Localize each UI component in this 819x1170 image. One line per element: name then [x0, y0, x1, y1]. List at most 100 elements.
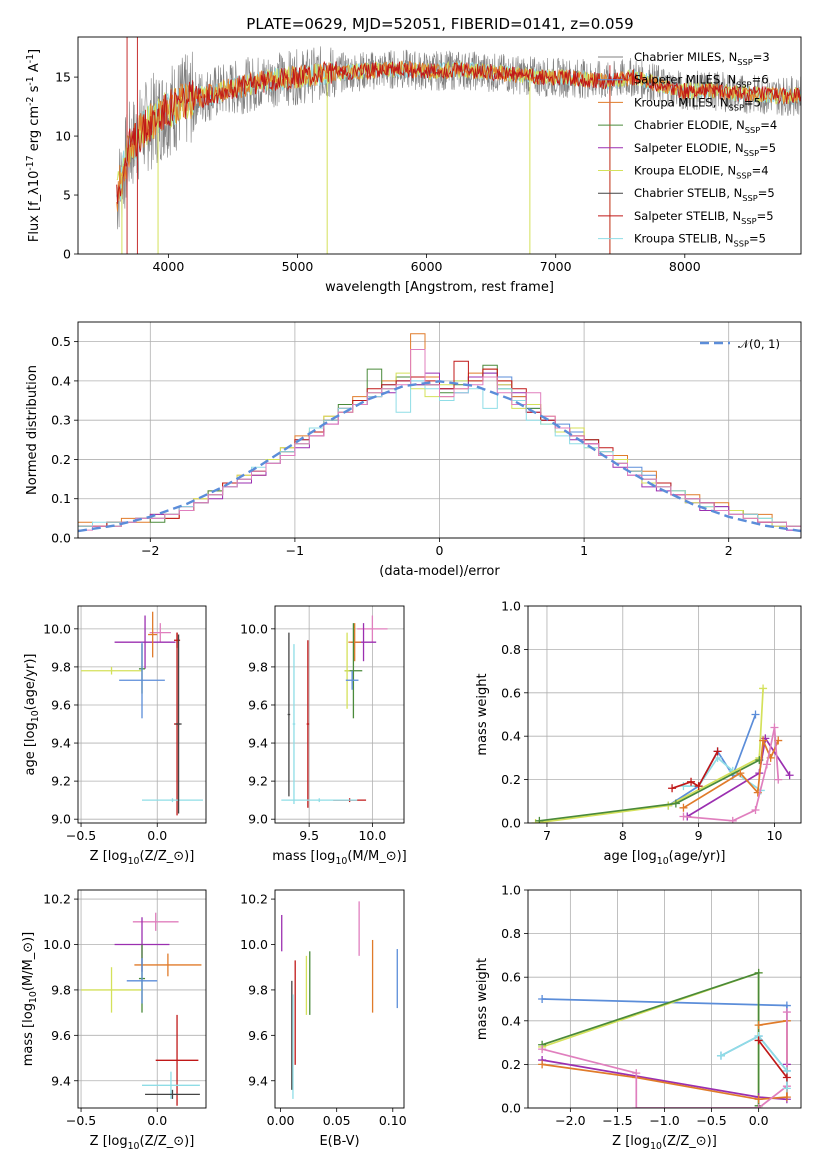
y-tick-label: 0.6	[501, 685, 521, 700]
y-tick-label: 5	[63, 188, 71, 203]
axes-frame	[527, 889, 802, 1109]
x-tick-label: 8000	[669, 259, 701, 274]
y-axis-label: mass weight	[475, 673, 490, 755]
x-tick-label: 7	[543, 828, 551, 843]
x-tick-label: −0.5	[66, 1113, 96, 1128]
y-tick-label: 0.4	[501, 729, 521, 744]
x-tick-label: −1.0	[649, 1113, 679, 1128]
x-axis-label: E(B-V)	[319, 1134, 359, 1149]
axes-residuals: −2 −1 0 1 2 0.0 0.1 0.2 0.3 0.4 0.5 (data-model)/er…	[25, 321, 802, 579]
y-tick-label: 0.8	[501, 926, 521, 941]
plot-area-massweight_vs_age	[531, 684, 794, 823]
weight-point-marker	[668, 784, 677, 793]
y-tick-label: 9.8	[248, 659, 268, 674]
y-tick-label: 15	[55, 70, 71, 85]
y-axis-label: Flux [f_λ10-17 erg cm-2 s-1 A-1]	[25, 49, 42, 242]
y-tick-label: 0.1	[51, 491, 71, 506]
y-tick-label: 0.2	[51, 452, 71, 467]
y-axis-label: Normed distribution	[25, 365, 40, 495]
weight-series-line	[535, 688, 764, 823]
axes-age_vs_mass: 9.5 10.0 9.0 9.2 9.4 9.6 9.8 10.0 mass [log10(M/…	[240, 605, 407, 867]
axes-mass_vs_Z: −0.5 0.0 9.4 9.6 9.8 10.0 10.2 Z [log10(Z/Z_⊙)]…	[21, 889, 207, 1152]
y-tick-label: 9.6	[51, 1028, 71, 1043]
weight-series-line	[683, 727, 780, 822]
y-tick-label: 9.4	[51, 1073, 71, 1088]
weight-point-marker	[785, 771, 794, 780]
legend-residuals: 𝒩(0, 1)	[700, 337, 780, 351]
plot-area-age_vs_Z	[81, 611, 203, 816]
x-axis-label: (data-model)/error	[379, 564, 500, 579]
y-tick-label: 0.5	[51, 334, 71, 349]
x-tick-label: −1.5	[602, 1113, 632, 1128]
legend-label: 𝒩(0, 1)	[738, 337, 780, 351]
x-tick-label: 9	[695, 828, 703, 843]
axes-massweight_vs_Z: −2.0 −1.5 −1.0 −0.5 0.0 0.0 0.2 0.4 0.6 0.8 1.0 Z […	[475, 883, 802, 1152]
axes-frame	[274, 605, 405, 824]
spectrum-line	[116, 60, 801, 204]
x-axis-label: Z [log10(Z/Z_⊙)]	[90, 849, 195, 867]
x-tick-label: 9.5	[299, 828, 319, 843]
legend-label: Kroupa STELIB, NSSP=5	[634, 232, 766, 249]
x-tick-label: −1	[286, 543, 304, 558]
y-tick-label: 1.0	[501, 599, 521, 614]
y-tick-label: 0.8	[501, 642, 521, 657]
weight-point-marker	[679, 812, 688, 821]
axes-frame	[77, 605, 207, 824]
axes-age_vs_Z: −0.5 0.0 9.0 9.2 9.4 9.6 9.8 10.0 Z [log10(Z/Z_⊙…	[23, 605, 207, 867]
y-axis-label: mass [log10(M/M_⊙)]	[21, 932, 39, 1067]
x-tick-label: −2	[141, 543, 159, 558]
x-tick-label: 4000	[152, 259, 184, 274]
weight-point-marker	[782, 1084, 791, 1093]
weight-point-marker	[694, 782, 703, 791]
x-tick-label: 0.00	[267, 1113, 295, 1128]
y-tick-label: 10.0	[240, 937, 268, 952]
axes-frame	[527, 605, 802, 824]
weight-point-marker	[754, 968, 763, 977]
y-tick-label: 0.4	[51, 373, 71, 388]
legend-label: Chabrier ELODIE, NSSP=4	[634, 118, 777, 135]
y-tick-label: 0.2	[501, 1057, 521, 1072]
x-tick-label: 8	[619, 828, 627, 843]
x-tick-label: 6000	[411, 259, 443, 274]
weight-point-marker	[774, 775, 783, 784]
x-axis-label: age [log10(age/yr)]	[604, 849, 726, 867]
legend-label: Salpeter ELODIE, NSSP=5	[634, 141, 776, 158]
y-tick-label: 9.8	[248, 982, 268, 997]
weight-series-line	[757, 1039, 788, 1079]
axes-frame	[77, 321, 802, 539]
x-tick-label: 10.0	[358, 828, 386, 843]
weight-point-marker	[754, 1036, 763, 1045]
y-tick-label: 10.0	[240, 621, 268, 636]
weight-series-line	[683, 737, 780, 809]
weight-point-marker	[632, 1069, 641, 1078]
y-tick-label: 9.8	[51, 982, 71, 997]
weight-series-line	[541, 1019, 788, 1101]
y-tick-label: 0.6	[501, 970, 521, 985]
y-tick-label: 9.0	[51, 812, 71, 827]
x-axis-label: Z [log10(Z/Z_⊙)]	[90, 1134, 195, 1152]
legend-label: Kroupa ELODIE, NSSP=4	[634, 164, 769, 181]
x-tick-label: 0.0	[749, 1113, 769, 1128]
weight-point-marker	[538, 995, 547, 1003]
weight-point-marker	[759, 736, 768, 745]
y-tick-label: 9.0	[248, 812, 268, 827]
axes-frame	[77, 889, 207, 1109]
weight-point-marker	[538, 1045, 547, 1054]
x-tick-label: 0.10	[379, 1113, 407, 1128]
spectrum-line	[116, 46, 801, 230]
weight-series-line	[720, 1035, 788, 1089]
axes-spectrum: 4000 5000 6000 7000 8000 0 5 10 15 wavelength [An…	[25, 36, 802, 295]
axes-frame	[77, 36, 802, 255]
weight-series-line	[541, 971, 760, 1108]
legend-label: Chabrier MILES, NSSP=3	[634, 50, 770, 67]
weight-point-marker	[754, 1095, 763, 1104]
weight-series-line	[671, 750, 719, 790]
x-tick-label: −2.0	[555, 1113, 585, 1128]
weight-point-marker	[736, 769, 745, 778]
x-tick-label: 10	[767, 828, 783, 843]
axes-massweight_vs_age: 7 8 9 10 0.0 0.2 0.4 0.6 0.8 1.0 age [log10(age/yr…	[475, 599, 802, 867]
figure-title: PLATE=0629, MJD=52051, FIBERID=0141, z=0…	[246, 15, 633, 33]
x-tick-label: 7000	[540, 259, 572, 274]
weight-series-line	[539, 759, 760, 822]
